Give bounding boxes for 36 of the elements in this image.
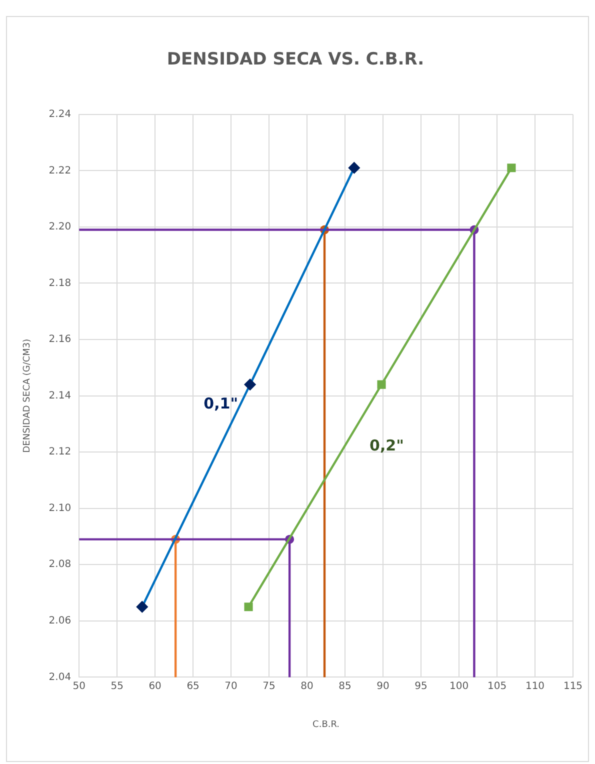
x-tick-label: 60 bbox=[148, 680, 162, 692]
x-tick-label: 85 bbox=[338, 680, 352, 692]
x-tick-label: 90 bbox=[376, 680, 390, 692]
point bbox=[377, 380, 386, 389]
x-tick-label: 95 bbox=[414, 680, 428, 692]
x-tick-label: 75 bbox=[262, 680, 276, 692]
point bbox=[244, 602, 253, 612]
point bbox=[348, 162, 360, 174]
y-tick-label: 2.22 bbox=[48, 165, 72, 176]
y-tick-label: 2.24 bbox=[48, 108, 72, 120]
x-tick-label: 110 bbox=[525, 680, 545, 692]
chart-title: DENSIDAD SECA VS. C.B.R. bbox=[166, 50, 424, 70]
y-tick-label: 2.16 bbox=[48, 334, 72, 346]
point bbox=[244, 378, 256, 390]
x-tick-label: 80 bbox=[300, 680, 314, 692]
y-tick-label: 2.12 bbox=[48, 446, 72, 458]
x-tick-label: 65 bbox=[186, 680, 200, 692]
x-tick-label: 100 bbox=[449, 680, 469, 692]
y-axis-title: DENSIDAD SECA (G/CM3) bbox=[22, 338, 33, 453]
series-label: 0,1" bbox=[204, 394, 238, 413]
y-tick-label: 2.10 bbox=[48, 502, 72, 514]
y-tick-label: 2.04 bbox=[48, 672, 72, 683]
x-tick-label: 50 bbox=[72, 680, 86, 692]
point bbox=[507, 164, 516, 172]
y-tick-label: 2.08 bbox=[48, 559, 72, 570]
point bbox=[136, 601, 148, 612]
y-tick-label: 2.18 bbox=[48, 278, 72, 289]
x-tick-label: 70 bbox=[224, 680, 238, 692]
y-tick-label: 2.20 bbox=[48, 222, 72, 233]
x-axis-title: C.B.R. bbox=[312, 720, 340, 730]
y-tick-label: 2.06 bbox=[48, 616, 72, 627]
series-label: 0,2" bbox=[370, 436, 404, 455]
y-tick-label: 2.14 bbox=[48, 390, 72, 402]
x-tick-label: 55 bbox=[110, 680, 124, 692]
x-tick-label: 115 bbox=[563, 680, 583, 692]
x-tick-label: 105 bbox=[487, 680, 507, 692]
